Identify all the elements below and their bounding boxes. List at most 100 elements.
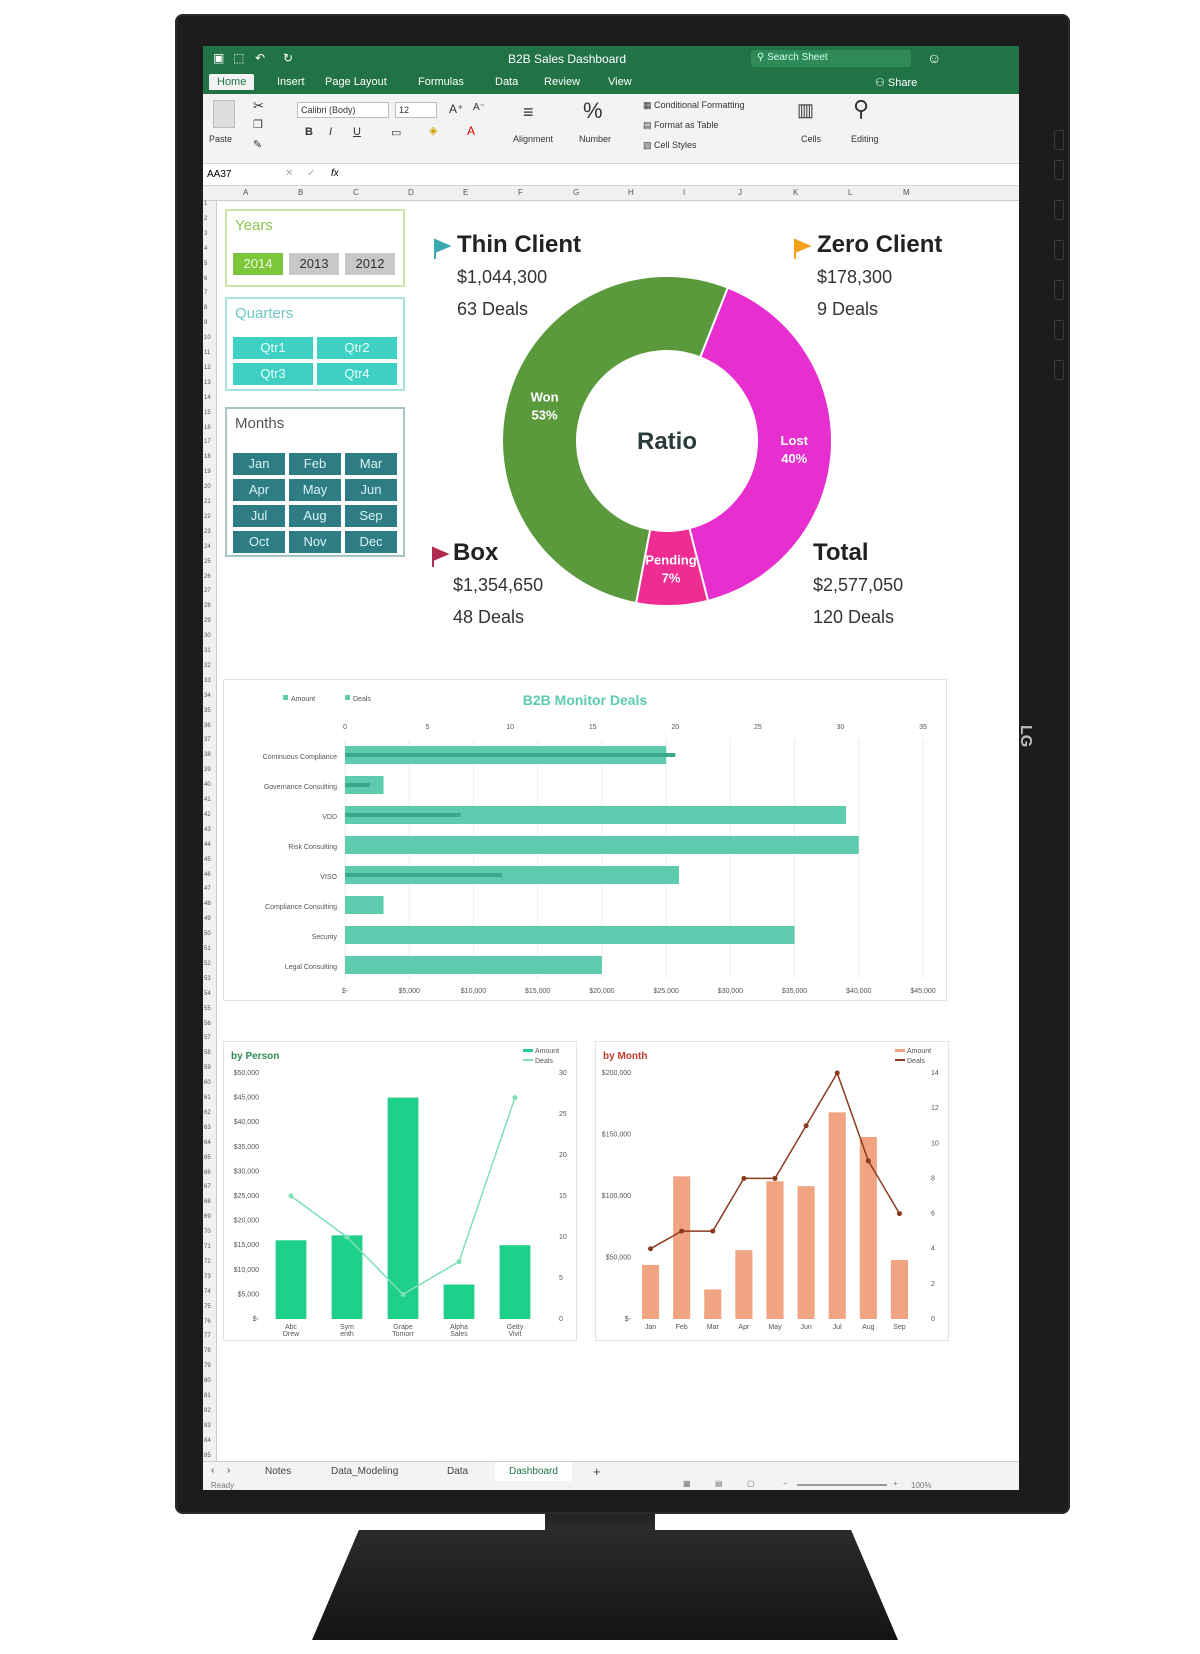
row-header[interactable]: 48	[204, 901, 211, 908]
row-header[interactable]: 22	[204, 513, 211, 520]
page-break-view-icon[interactable]: ▢	[747, 1479, 755, 1488]
row-header[interactable]: 4	[204, 245, 208, 252]
slicer-qtr2[interactable]: Qtr2	[317, 337, 397, 359]
row-header[interactable]: 33	[204, 677, 211, 684]
column-header[interactable]: G	[573, 188, 580, 197]
row-header[interactable]: 36	[204, 722, 211, 729]
deals-point[interactable]	[772, 1175, 778, 1181]
sheet-tab-data[interactable]: Data	[447, 1466, 469, 1477]
row-header[interactable]: 34	[204, 692, 211, 699]
tab-home[interactable]: Home	[209, 74, 255, 90]
grow-font-icon[interactable]: A⁺	[449, 102, 464, 116]
row-header[interactable]: 62	[204, 1109, 211, 1116]
italic-button[interactable]: I	[329, 126, 333, 138]
row-header[interactable]: 78	[204, 1348, 211, 1355]
row-header[interactable]: 74	[204, 1288, 211, 1295]
copy-icon[interactable]: ❐	[253, 119, 263, 131]
amount-bar[interactable]	[345, 836, 859, 854]
smiley-icon[interactable]: ☺	[927, 50, 942, 66]
deals-point[interactable]	[344, 1234, 350, 1240]
save-icon[interactable]: ▣	[213, 51, 225, 65]
cells-icon[interactable]: ▥	[797, 100, 815, 120]
row-header[interactable]: 54	[204, 990, 211, 997]
row-header[interactable]: 72	[204, 1258, 211, 1265]
row-header[interactable]: 81	[204, 1393, 211, 1399]
amount-bar[interactable]	[443, 1284, 475, 1319]
column-header[interactable]: H	[628, 188, 634, 197]
slicer-month-jul[interactable]: Jul	[233, 505, 285, 527]
column-header[interactable]: E	[463, 188, 469, 197]
donut-slice-lost[interactable]	[688, 286, 833, 603]
borders-icon[interactable]: ▭	[391, 127, 402, 139]
function-icon[interactable]: fx	[331, 168, 339, 179]
column-header[interactable]: J	[738, 188, 742, 197]
row-header[interactable]: 57	[204, 1035, 211, 1042]
row-header[interactable]: 67	[204, 1184, 211, 1191]
row-header[interactable]: 11	[204, 350, 211, 356]
row-header[interactable]: 29	[204, 618, 211, 625]
row-header[interactable]: 5	[204, 260, 208, 267]
row-header[interactable]: 76	[204, 1318, 211, 1325]
row-header[interactable]: 28	[204, 603, 211, 610]
save-as-icon[interactable]: ⬚	[233, 51, 245, 65]
amount-bar[interactable]	[275, 1240, 307, 1319]
amount-bar[interactable]	[345, 926, 795, 944]
donut-slice-won[interactable]	[501, 275, 730, 605]
row-header[interactable]: 66	[204, 1169, 211, 1176]
row-header[interactable]: 47	[204, 886, 211, 893]
deals-point[interactable]	[896, 1211, 902, 1217]
sheet-tab-data-modeling[interactable]: Data_Modeling	[331, 1466, 399, 1477]
row-header[interactable]: 60	[204, 1080, 211, 1087]
row-header[interactable]: 31	[204, 648, 211, 654]
column-header[interactable]: M	[903, 188, 910, 197]
row-header[interactable]: 71	[204, 1244, 211, 1250]
enter-icon[interactable]: ✓	[307, 168, 316, 179]
row-header[interactable]: 52	[204, 960, 211, 967]
row-header[interactable]: 42	[204, 811, 211, 818]
column-header[interactable]: K	[793, 188, 799, 197]
deals-bar[interactable]	[345, 813, 461, 817]
scroll-left-icon[interactable]: ‹	[211, 1465, 215, 1476]
slicer-qtr4[interactable]: Qtr4	[317, 363, 397, 385]
row-header[interactable]: 21	[204, 499, 211, 505]
row-header[interactable]: 8	[204, 305, 208, 312]
slicer-month-jun[interactable]: Jun	[345, 479, 397, 501]
amount-bar[interactable]	[890, 1259, 908, 1319]
slicer-year-2012[interactable]: 2012	[345, 253, 395, 275]
row-header[interactable]: 37	[204, 737, 211, 744]
zoom-in-icon[interactable]: +	[893, 1479, 898, 1488]
row-header[interactable]: 63	[204, 1124, 211, 1131]
undo-icon[interactable]: ↶	[255, 51, 266, 65]
alignment-icon[interactable]: ≡	[523, 102, 534, 122]
amount-bar[interactable]	[499, 1245, 531, 1319]
deals-point[interactable]	[648, 1246, 654, 1252]
row-header[interactable]: 30	[204, 633, 211, 640]
row-header[interactable]: 53	[204, 975, 211, 982]
row-header[interactable]: 61	[204, 1095, 211, 1101]
zoom-slider[interactable]	[797, 1484, 887, 1486]
row-header[interactable]: 56	[204, 1020, 211, 1027]
amount-bar[interactable]	[797, 1186, 815, 1319]
row-header[interactable]: 45	[204, 856, 211, 863]
deals-point[interactable]	[803, 1123, 809, 1129]
by-month-chart[interactable]: by Month Amount Deals $200,000 $150,000 $100,…	[595, 1041, 949, 1341]
row-header[interactable]: 41	[204, 797, 211, 803]
slicer-month-aug[interactable]: Aug	[289, 505, 341, 527]
row-header[interactable]: 69	[204, 1214, 211, 1221]
monitor-button[interactable]	[1054, 320, 1064, 340]
page-layout-view-icon[interactable]: ▤	[715, 1479, 723, 1488]
column-header[interactable]: F	[518, 188, 523, 197]
deals-bar[interactable]	[345, 783, 370, 787]
slicer-month-may[interactable]: May	[289, 479, 341, 501]
monitor-button[interactable]	[1054, 160, 1064, 180]
row-header[interactable]: 26	[204, 573, 211, 580]
slicer-month-nov[interactable]: Nov	[289, 531, 341, 553]
slicer-month-sep[interactable]: Sep	[345, 505, 397, 527]
row-header[interactable]: 10	[204, 335, 211, 342]
row-header[interactable]: 58	[204, 1050, 211, 1057]
bold-button[interactable]: B	[305, 126, 313, 138]
row-header[interactable]: 64	[204, 1139, 211, 1146]
row-header[interactable]: 46	[204, 871, 211, 878]
row-header[interactable]: 13	[204, 379, 211, 386]
column-header[interactable]: A	[243, 188, 249, 197]
